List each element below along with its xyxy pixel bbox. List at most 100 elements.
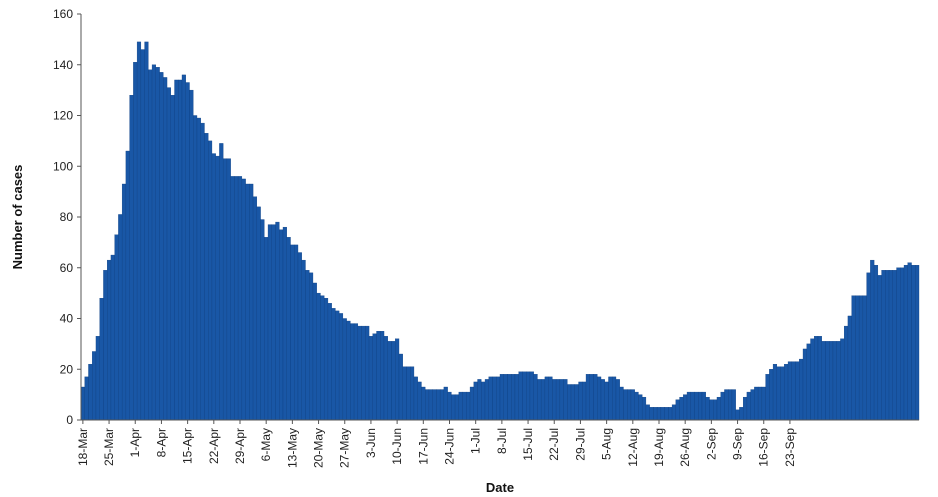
bar xyxy=(395,338,400,421)
bar xyxy=(780,366,785,421)
bar xyxy=(271,224,276,421)
bar xyxy=(406,366,411,421)
x-tick-label: 24-Jun xyxy=(443,428,457,465)
x-tick-label: 25-Mar xyxy=(102,428,116,466)
bar xyxy=(855,295,860,421)
bar xyxy=(305,270,310,421)
bar xyxy=(683,394,688,421)
bar xyxy=(716,396,721,421)
bar xyxy=(559,379,564,421)
bar xyxy=(252,196,258,421)
bar xyxy=(342,318,347,421)
y-axis: 0 20 40 60 80 100 120 140 160 xyxy=(53,7,82,427)
bar xyxy=(552,379,557,421)
bar xyxy=(402,366,407,421)
bar xyxy=(784,364,789,421)
x-tick-label: 1-Apr xyxy=(128,428,142,457)
bar xyxy=(95,336,100,421)
bar xyxy=(526,371,531,421)
bar xyxy=(245,183,250,421)
bar xyxy=(297,252,302,421)
bar xyxy=(222,158,228,421)
bar xyxy=(514,374,519,421)
bar xyxy=(664,407,669,421)
bar xyxy=(226,158,231,421)
bar xyxy=(529,371,534,421)
bar xyxy=(133,62,138,421)
bar xyxy=(795,361,800,421)
bar xyxy=(499,374,504,421)
bar xyxy=(757,386,763,421)
bar xyxy=(900,267,905,421)
x-tick-label: 8-Jul xyxy=(495,428,509,454)
x-tick-label: 22-Jul xyxy=(547,428,561,461)
bar xyxy=(915,265,920,421)
bar xyxy=(627,389,632,421)
bar xyxy=(630,389,635,421)
bar xyxy=(346,320,351,421)
bar xyxy=(597,376,602,421)
bar xyxy=(739,407,744,421)
bar xyxy=(174,79,179,421)
bar xyxy=(365,325,370,421)
bar xyxy=(129,95,134,421)
x-tick-label: 8-Apr xyxy=(154,428,168,457)
bar xyxy=(118,214,123,421)
bar xyxy=(208,140,213,421)
bar xyxy=(155,67,160,421)
bar xyxy=(776,366,781,421)
bar xyxy=(503,374,508,421)
bar xyxy=(398,353,403,421)
x-tick-label: 3-Jun xyxy=(364,428,378,458)
bar xyxy=(671,404,677,421)
bar xyxy=(911,265,916,421)
bar xyxy=(309,272,314,421)
bar xyxy=(148,69,153,421)
bar xyxy=(570,384,575,421)
bar xyxy=(851,295,856,421)
bar xyxy=(888,270,893,421)
bar xyxy=(361,325,366,421)
bar xyxy=(544,376,549,421)
bar xyxy=(282,226,287,421)
bar xyxy=(323,298,329,421)
bar xyxy=(189,89,194,421)
bar xyxy=(357,325,362,421)
bar xyxy=(840,338,845,421)
bar xyxy=(204,133,209,421)
bar xyxy=(858,295,864,421)
bar xyxy=(585,374,590,421)
bar xyxy=(294,244,299,421)
bar xyxy=(234,176,239,421)
bar xyxy=(331,308,336,421)
bar xyxy=(735,409,740,421)
bar xyxy=(458,391,463,421)
bar xyxy=(679,396,684,421)
y-tick-label: 120 xyxy=(53,109,73,123)
bar xyxy=(567,384,572,421)
bar xyxy=(264,237,269,421)
y-tick-label: 80 xyxy=(60,210,74,224)
bar xyxy=(825,341,830,421)
x-tick-label: 10-Jun xyxy=(390,428,404,465)
bar xyxy=(249,183,254,421)
bar xyxy=(660,407,665,421)
bar xyxy=(634,391,639,421)
bar xyxy=(159,72,164,421)
bar xyxy=(477,379,482,421)
bar xyxy=(821,341,826,421)
bar xyxy=(686,391,691,421)
bar xyxy=(806,343,811,421)
bar xyxy=(675,399,680,421)
bar xyxy=(705,396,710,421)
bar xyxy=(312,282,317,421)
x-tick-label: 20-May xyxy=(312,428,326,468)
bar xyxy=(582,381,587,421)
bar xyxy=(492,376,497,421)
bar xyxy=(368,336,373,421)
x-tick-label: 12-Aug xyxy=(626,428,640,467)
x-tick-label: 9-Sep xyxy=(731,428,745,460)
bar xyxy=(144,41,149,421)
bar xyxy=(623,389,628,421)
bar xyxy=(136,41,142,421)
